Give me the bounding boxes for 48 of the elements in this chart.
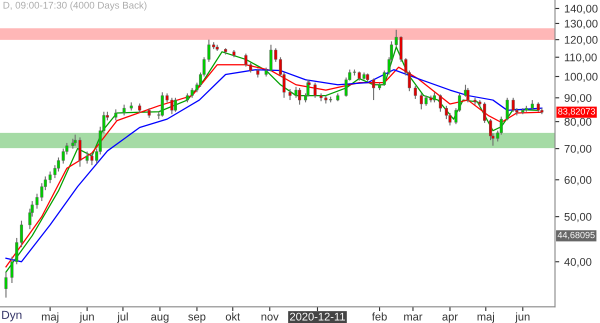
y-tick-label: 90,00: [564, 94, 592, 104]
y-tick-label: 120,00: [564, 36, 598, 46]
candlestick: [122, 104, 126, 116]
text: Dyn: [2, 310, 22, 322]
x-tick-label: maj: [478, 312, 494, 323]
x-tick-label: jul: [117, 312, 128, 323]
candlestick: [114, 108, 118, 121]
y-tick-label: 100,00: [564, 72, 598, 82]
x-tick-label: aug: [151, 314, 168, 323]
candlestick: [438, 94, 442, 112]
candlestick: [138, 102, 142, 114]
y-tick-label: 140,00: [564, 4, 598, 14]
x-tick-label: apr: [442, 314, 458, 323]
candlestick: [512, 97, 515, 112]
chart-title: D, 09:00-17:30 (4000 Days Back): [4, 2, 146, 11]
candlestick: [314, 82, 317, 98]
x-tick-label: okt: [226, 312, 240, 321]
candlestick: [174, 97, 177, 112]
y-tick-label: 40,00: [564, 258, 592, 268]
x-tick-label: feb: [372, 312, 387, 321]
candlestick: [294, 86, 298, 98]
y-tick-label: 50,00: [564, 212, 592, 222]
x-tick-label: mar: [404, 314, 422, 321]
candlestick: [432, 92, 436, 103]
candlestick: [536, 102, 540, 112]
candlestick: [71, 138, 74, 150]
candlestick: [372, 78, 376, 101]
y-tick-label: 60,00: [564, 176, 592, 186]
annotation: 83,82073: [558, 108, 596, 116]
candlestick: [466, 87, 470, 103]
candlestick: [530, 100, 534, 110]
candlestick: [414, 85, 417, 100]
x-tick-label: jun: [79, 312, 94, 323]
y-tick-label: 110,00: [564, 54, 597, 63]
text: 44,68095: [558, 232, 595, 240]
candlestick: [298, 87, 302, 106]
x-tick-label: jun: [515, 312, 530, 323]
y-tick-label: 130,00: [564, 20, 598, 29]
y-tick-label: 70,00: [564, 144, 592, 154]
x-tick-label: 2020-12-11: [290, 312, 345, 321]
candlestick: [506, 97, 509, 121]
candlestick: [288, 88, 292, 101]
x-tick-label: nov: [262, 314, 279, 321]
x-tick-label: maj: [42, 312, 58, 323]
candlestick: [4, 272, 8, 298]
candlestick: [148, 108, 151, 118]
x-tick-label: sep: [188, 314, 206, 323]
y-tick-label: 80,00: [564, 118, 592, 128]
